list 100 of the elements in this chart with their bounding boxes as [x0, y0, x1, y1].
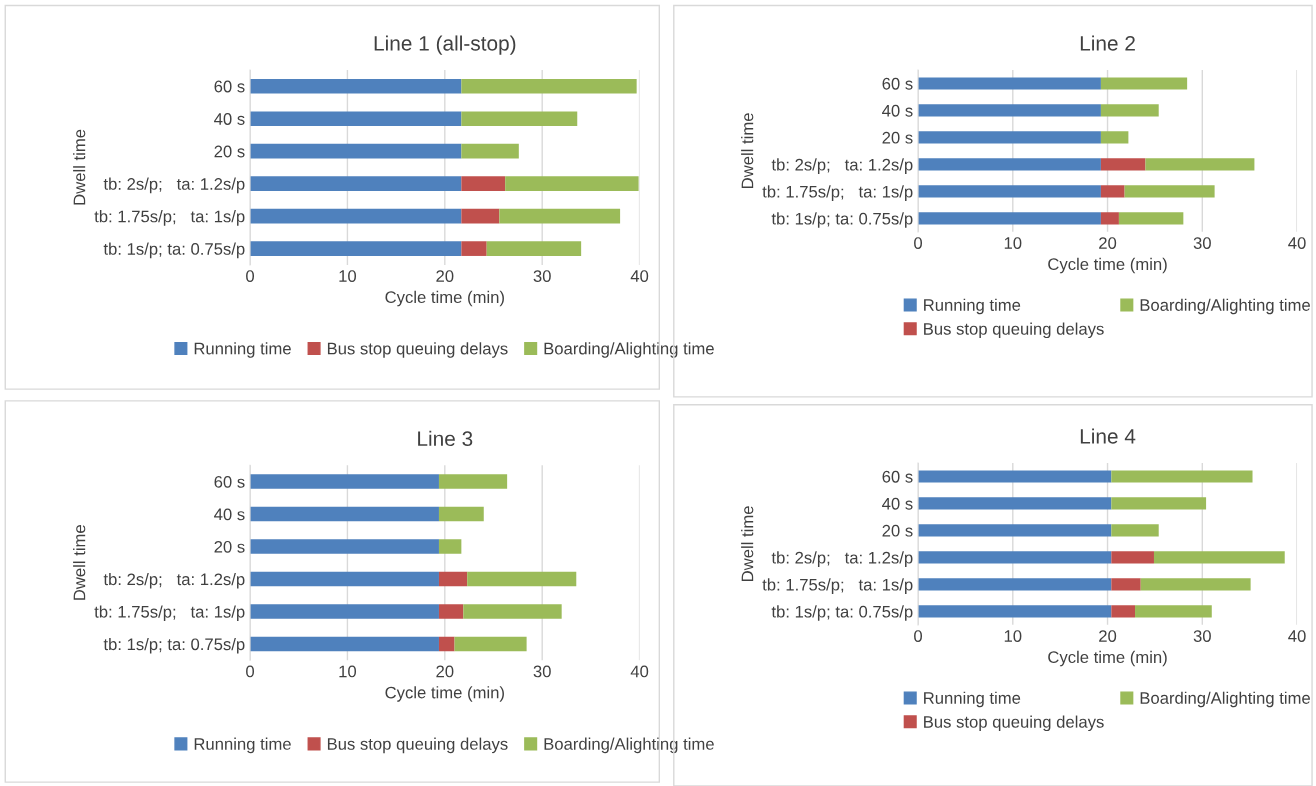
- x-axis-title: Cycle time (min): [1048, 650, 1167, 667]
- bar: [454, 636, 527, 652]
- bar: [1111, 551, 1154, 564]
- y-tick-label: 60 s: [882, 470, 913, 483]
- bar: [250, 539, 439, 554]
- legend-label: Running time: [924, 298, 1021, 315]
- y-tick-label: tb: 1.75s/p; ta: 1s/p: [762, 185, 913, 201]
- bar: [918, 470, 1112, 483]
- x-tick-label: 10: [339, 665, 357, 678]
- x-tick-label: 10: [339, 270, 357, 282]
- x-tick-label: 0: [246, 665, 255, 678]
- bar: [250, 143, 462, 159]
- bar: [1111, 524, 1159, 537]
- legend-label: Bus stop queuing delays: [924, 322, 1104, 339]
- y-axis-title: Dwell time: [73, 129, 86, 205]
- bar: [250, 176, 462, 191]
- x-axis-title: Cycle time (min): [385, 290, 504, 307]
- bar: [250, 474, 439, 489]
- x-tick-label: 30: [533, 270, 551, 282]
- y-tick-label: 60 s: [214, 475, 245, 488]
- bar: [438, 474, 508, 489]
- y-tick-label: 40 s: [214, 113, 245, 125]
- bar: [250, 506, 439, 522]
- y-tick-label: tb: 1.75s/p; ta: 1s/p: [762, 578, 913, 594]
- bar: [505, 176, 639, 191]
- legend-label: Bus stop queuing delays: [327, 737, 508, 754]
- x-tick-label: 20: [436, 665, 454, 678]
- bar: [1111, 497, 1207, 510]
- bar: [438, 636, 455, 652]
- x-tick-label: 30: [1193, 237, 1211, 249]
- bar: [918, 158, 1101, 171]
- y-tick-label: 20 s: [214, 540, 245, 553]
- y-tick-label: tb: 1s/p; ta: 0.75s/p: [771, 605, 913, 621]
- legend-label: Bus stop queuing delays: [924, 715, 1104, 732]
- y-tick-label: 20 s: [882, 131, 913, 144]
- x-tick-label: 40: [1288, 630, 1306, 642]
- legend-label: Running time: [194, 342, 291, 358]
- bar: [438, 506, 484, 522]
- x-axis-title: Cycle time (min): [1048, 257, 1167, 274]
- bar: [250, 208, 462, 224]
- bar: [250, 604, 439, 619]
- bar: [250, 241, 462, 256]
- bar: [438, 539, 462, 554]
- x-axis-title: Cycle time (min): [385, 686, 504, 702]
- bar: [918, 131, 1101, 144]
- bar: [250, 111, 462, 126]
- bar: [1100, 212, 1119, 225]
- y-tick-label: 60 s: [214, 80, 245, 93]
- bar: [918, 104, 1101, 117]
- chart-title: Line 2: [1080, 35, 1135, 51]
- y-axis-title: Dwell time: [741, 506, 754, 581]
- bar: [918, 524, 1112, 537]
- x-tick-label: 0: [246, 270, 255, 282]
- x-tick-label: 20: [1099, 237, 1117, 249]
- bar: [250, 571, 439, 587]
- legend-label: Boarding/Alighting time: [544, 737, 714, 754]
- legend-label: Bus stop queuing delays: [327, 342, 508, 358]
- x-tick-label: 0: [914, 630, 923, 642]
- bar: [499, 208, 621, 224]
- y-tick-label: tb: 2s/p; ta: 1.2s/p: [771, 551, 913, 567]
- x-tick-label: 10: [1004, 630, 1022, 642]
- y-tick-label: tb: 2s/p; ta: 1.2s/p: [103, 572, 245, 589]
- y-tick-label: 20 s: [882, 524, 913, 537]
- bar: [1153, 551, 1285, 564]
- x-tick-label: 20: [436, 270, 454, 282]
- bar: [918, 212, 1101, 225]
- x-tick-label: 40: [630, 270, 649, 282]
- bar: [918, 77, 1101, 90]
- bar: [918, 497, 1112, 510]
- bar: [1100, 104, 1159, 117]
- x-tick-label: 20: [1099, 630, 1117, 642]
- bar: [918, 605, 1112, 618]
- bar: [918, 551, 1112, 564]
- y-tick-label: tb: 1s/p; ta: 0.75s/p: [771, 212, 913, 228]
- bar: [1111, 470, 1253, 483]
- bar: [1118, 212, 1184, 225]
- x-tick-label: 40: [1288, 237, 1306, 249]
- y-tick-label: tb: 1.75s/p; ta: 1s/p: [94, 210, 245, 226]
- legend-label: Boarding/Alighting time: [1140, 691, 1310, 708]
- bar: [1124, 185, 1215, 198]
- y-tick-label: tb: 2s/p; ta: 1.2s/p: [103, 177, 245, 194]
- bar: [461, 176, 506, 191]
- y-tick-label: tb: 1s/p; ta: 0.75s/p: [103, 637, 245, 654]
- bar: [467, 571, 577, 587]
- y-tick-label: 40 s: [214, 508, 245, 521]
- y-tick-label: tb: 1.75s/p; ta: 1s/p: [94, 605, 245, 622]
- bar: [1145, 158, 1255, 171]
- bar: [461, 208, 500, 224]
- bar: [1100, 131, 1129, 144]
- bar: [1100, 185, 1125, 198]
- x-tick-label: 10: [1004, 237, 1022, 249]
- y-tick-label: 60 s: [882, 77, 913, 90]
- y-tick-label: 40 s: [882, 104, 913, 117]
- bar: [461, 143, 519, 159]
- chart-title: Line 4: [1080, 428, 1136, 444]
- bar: [1140, 578, 1251, 591]
- chart-title: Line 1 (all-stop): [374, 35, 516, 55]
- y-tick-label: 20 s: [214, 145, 245, 158]
- legend-label: Boarding/Alighting time: [1140, 298, 1310, 315]
- bar: [486, 241, 582, 256]
